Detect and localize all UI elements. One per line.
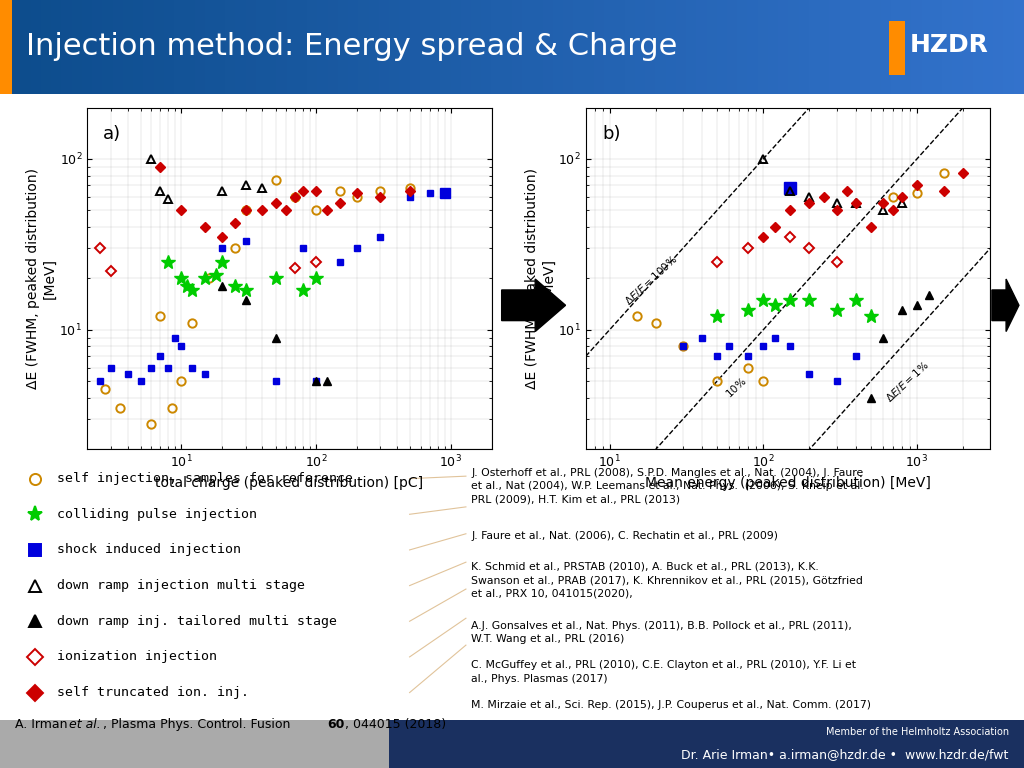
FancyArrow shape — [502, 279, 565, 332]
Text: $\Delta E/E=100\%$: $\Delta E/E=100\%$ — [622, 253, 680, 308]
X-axis label: Mean energy (peaked distribution) [MeV]: Mean energy (peaked distribution) [MeV] — [645, 476, 931, 490]
Text: $\Delta E/E=1\%$: $\Delta E/E=1\%$ — [883, 358, 932, 405]
Text: HZDR: HZDR — [909, 33, 988, 57]
Text: A. Irman: A. Irman — [15, 718, 72, 730]
Text: , Plasma Phys. Control. Fusion: , Plasma Phys. Control. Fusion — [103, 718, 295, 730]
Text: A.J. Gonsalves et al., Nat. Phys. (2011), B.B. Pollock et al., PRL (2011),
W.T. : A.J. Gonsalves et al., Nat. Phys. (2011)… — [471, 621, 852, 644]
Text: self injection, samples for reference: self injection, samples for reference — [57, 472, 353, 485]
Text: $10\%$: $10\%$ — [723, 374, 750, 400]
Text: K. Schmid et al., PRSTAB (2010), A. Buck et al., PRL (2013), K.K.
Swanson et al.: K. Schmid et al., PRSTAB (2010), A. Buck… — [471, 562, 863, 598]
Text: M. Mirzaie et al., Sci. Rep. (2015), J.P. Couperus et al., Nat. Comm. (2017): M. Mirzaie et al., Sci. Rep. (2015), J.P… — [471, 700, 871, 710]
Text: Dr. Arie Irman• a.irman@hzdr.de •  www.hzdr.de/fwt: Dr. Arie Irman• a.irman@hzdr.de • www.hz… — [681, 748, 1009, 761]
FancyArrow shape — [992, 279, 1019, 332]
Text: Injection method: Energy spread & Charge: Injection method: Energy spread & Charge — [26, 32, 677, 61]
Y-axis label: ΔE (FWHM, peaked distribution)
[MeV]: ΔE (FWHM, peaked distribution) [MeV] — [27, 168, 56, 389]
Y-axis label: ΔE (FWHM, peaked distribution)
[MeV]: ΔE (FWHM, peaked distribution) [MeV] — [525, 168, 555, 389]
Text: Member of the Helmholtz Association: Member of the Helmholtz Association — [825, 727, 1009, 737]
Bar — [389, 720, 1024, 768]
X-axis label: total charge (peaked distribution) [pC]: total charge (peaked distribution) [pC] — [156, 476, 423, 490]
Text: J. Faure et al., Nat. (2006), C. Rechatin et al., PRL (2009): J. Faure et al., Nat. (2006), C. Rechati… — [471, 531, 778, 541]
Bar — [0, 0, 12, 94]
Text: et al.: et al. — [69, 718, 100, 730]
Text: J. Osterhoff et al., PRL (2008), S.P.D. Mangles et al., Nat. (2004), J. Faure
et: J. Osterhoff et al., PRL (2008), S.P.D. … — [471, 468, 864, 505]
Text: down ramp injection multi stage: down ramp injection multi stage — [57, 579, 305, 592]
Text: 60: 60 — [328, 718, 345, 730]
Text: ionization injection: ionization injection — [57, 650, 217, 664]
Bar — [0, 720, 389, 768]
Text: C. McGuffey et al., PRL (2010), C.E. Clayton et al., PRL (2010), Y.F. Li et
al.,: C. McGuffey et al., PRL (2010), C.E. Cla… — [471, 660, 856, 684]
Text: a): a) — [103, 124, 122, 143]
Text: colliding pulse injection: colliding pulse injection — [57, 508, 257, 521]
Text: self truncated ion. inj.: self truncated ion. inj. — [57, 686, 249, 699]
Bar — [889, 21, 905, 75]
Text: , 044015 (2018): , 044015 (2018) — [345, 718, 446, 730]
Text: shock induced injection: shock induced injection — [57, 544, 242, 557]
Text: b): b) — [602, 124, 621, 143]
Text: down ramp inj. tailored multi stage: down ramp inj. tailored multi stage — [57, 614, 337, 627]
